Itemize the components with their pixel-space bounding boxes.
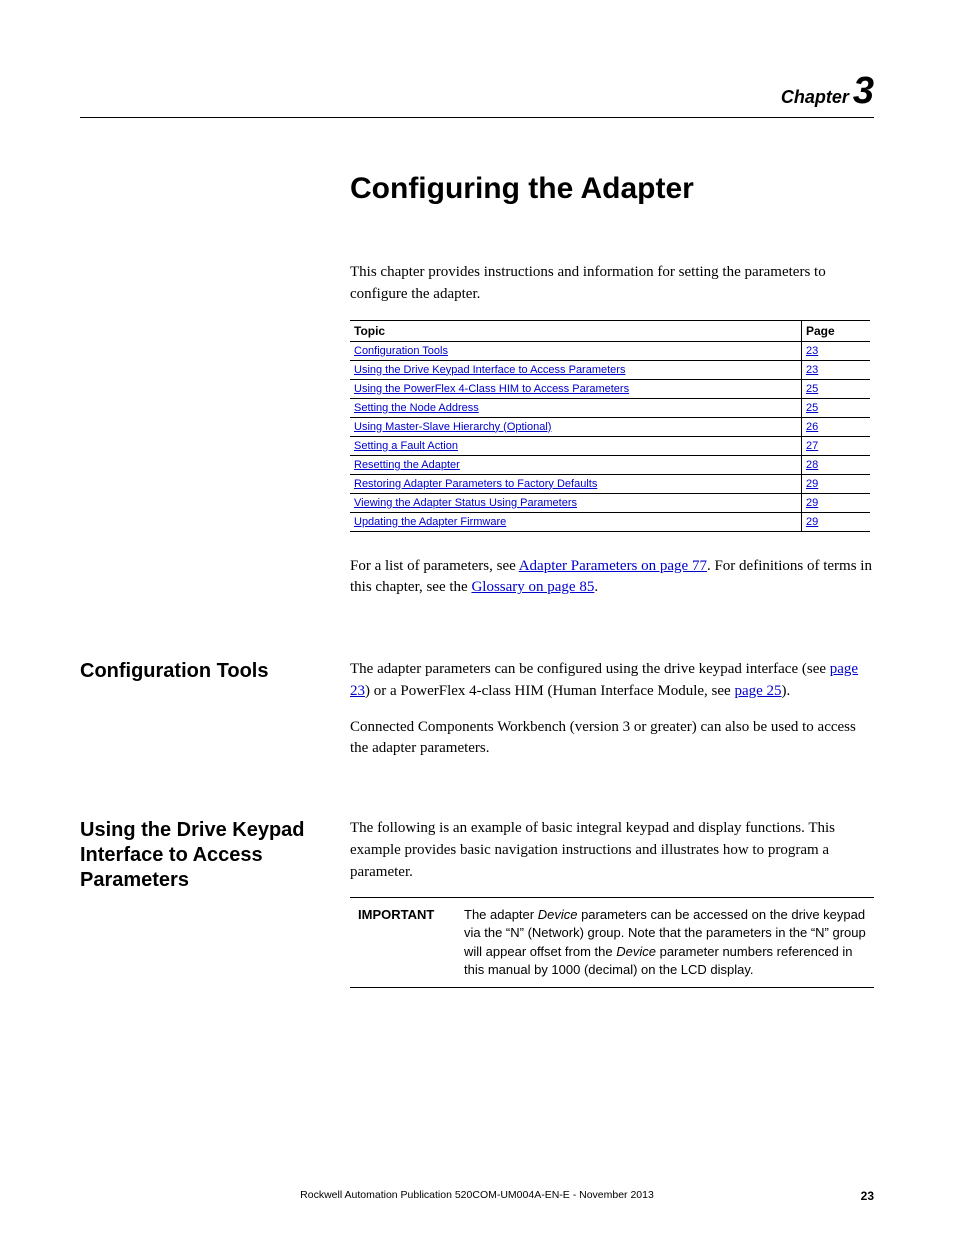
body-text: ).: [782, 683, 791, 699]
important-label: IMPORTANT: [350, 898, 456, 988]
toc-page-link[interactable]: 25: [806, 383, 818, 395]
toc-topic-link[interactable]: Using the Drive Keypad Interface to Acce…: [354, 364, 625, 376]
toc-row: Resetting the Adapter 28: [350, 455, 870, 474]
toc-row: Using the Drive Keypad Interface to Acce…: [350, 360, 870, 379]
toc-topic-link[interactable]: Updating the Adapter Firmware: [354, 516, 506, 528]
toc-page-link[interactable]: 27: [806, 440, 818, 452]
important-text: The adapter: [464, 907, 538, 922]
toc-header-page: Page: [802, 320, 871, 341]
toc-page-link[interactable]: 29: [806, 516, 818, 528]
toc-page-link[interactable]: 29: [806, 497, 818, 509]
intro-paragraph: This chapter provides instructions and i…: [80, 262, 874, 306]
toc-row: Updating the Adapter Firmware 29: [350, 512, 870, 531]
config-tools-p1: The adapter parameters can be configured…: [350, 659, 874, 703]
page-container: Chapter3 Configuring the Adapter This ch…: [0, 0, 954, 1235]
toc-row: Using the PowerFlex 4-Class HIM to Acces…: [350, 379, 870, 398]
toc-header-topic: Topic: [350, 320, 802, 341]
toc-row: Setting the Node Address 25: [350, 398, 870, 417]
toc-row: Setting a Fault Action 27: [350, 436, 870, 455]
body-text: The adapter parameters can be configured…: [350, 661, 830, 677]
toc-page-link[interactable]: 25: [806, 402, 818, 414]
glossary-link[interactable]: Glossary on page 85: [471, 579, 594, 595]
toc-topic-link[interactable]: Using Master-Slave Hierarchy (Optional): [354, 421, 551, 433]
toc-page-link[interactable]: 29: [806, 478, 818, 490]
toc-page-link[interactable]: 23: [806, 345, 818, 357]
important-callout: IMPORTANT The adapter Device parameters …: [350, 897, 874, 988]
page-number: 23: [861, 1189, 874, 1203]
after-toc-text: .: [594, 579, 598, 595]
device-italic: Device: [538, 907, 578, 922]
toc-row: Using Master-Slave Hierarchy (Optional) …: [350, 417, 870, 436]
toc-topic-link[interactable]: Viewing the Adapter Status Using Paramet…: [354, 497, 577, 509]
page-footer: Rockwell Automation Publication 520COM-U…: [80, 1189, 874, 1201]
chapter-header: Chapter3: [80, 70, 874, 113]
toc-row: Configuration Tools 23: [350, 341, 870, 360]
section-body: The adapter parameters can be configured…: [350, 659, 874, 774]
page-title: Configuring the Adapter: [80, 172, 874, 206]
section-heading-keypad: Using the Drive Keypad Interface to Acce…: [80, 818, 350, 893]
toc-page-link[interactable]: 26: [806, 421, 818, 433]
config-tools-p2: Connected Components Workbench (version …: [350, 717, 874, 761]
toc-topic-link[interactable]: Restoring Adapter Parameters to Factory …: [354, 478, 597, 490]
body-text: ) or a PowerFlex 4-class HIM (Human Inte…: [365, 683, 734, 699]
toc-row: Restoring Adapter Parameters to Factory …: [350, 474, 870, 493]
toc-table: Topic Page Configuration Tools 23 Using …: [350, 320, 870, 532]
keypad-p1: The following is an example of basic int…: [350, 818, 874, 883]
device-italic: Device: [616, 944, 656, 959]
toc-topic-link[interactable]: Resetting the Adapter: [354, 459, 460, 471]
important-body: The adapter Device parameters can be acc…: [456, 898, 874, 988]
toc-topic-link[interactable]: Using the PowerFlex 4-Class HIM to Acces…: [354, 383, 629, 395]
section-configuration-tools: Configuration Tools The adapter paramete…: [80, 659, 874, 774]
after-toc-paragraph: For a list of parameters, see Adapter Pa…: [80, 556, 874, 600]
chapter-label: Chapter: [781, 87, 849, 107]
section-heading-config-tools: Configuration Tools: [80, 659, 350, 684]
toc-topic-link[interactable]: Setting the Node Address: [354, 402, 479, 414]
publication-info: Rockwell Automation Publication 520COM-U…: [300, 1189, 654, 1201]
after-toc-text: For a list of parameters, see: [350, 558, 519, 574]
page-25-link[interactable]: page 25: [734, 683, 781, 699]
toc-page-link[interactable]: 23: [806, 364, 818, 376]
section-body: The following is an example of basic int…: [350, 818, 874, 988]
adapter-params-link[interactable]: Adapter Parameters on page 77: [519, 558, 707, 574]
toc-topic-link[interactable]: Configuration Tools: [354, 345, 448, 357]
toc-topic-link[interactable]: Setting a Fault Action: [354, 440, 458, 452]
top-rule: [80, 117, 874, 118]
section-keypad-interface: Using the Drive Keypad Interface to Acce…: [80, 818, 874, 988]
chapter-number: 3: [853, 70, 874, 112]
toc-page-link[interactable]: 28: [806, 459, 818, 471]
toc-row: Viewing the Adapter Status Using Paramet…: [350, 493, 870, 512]
